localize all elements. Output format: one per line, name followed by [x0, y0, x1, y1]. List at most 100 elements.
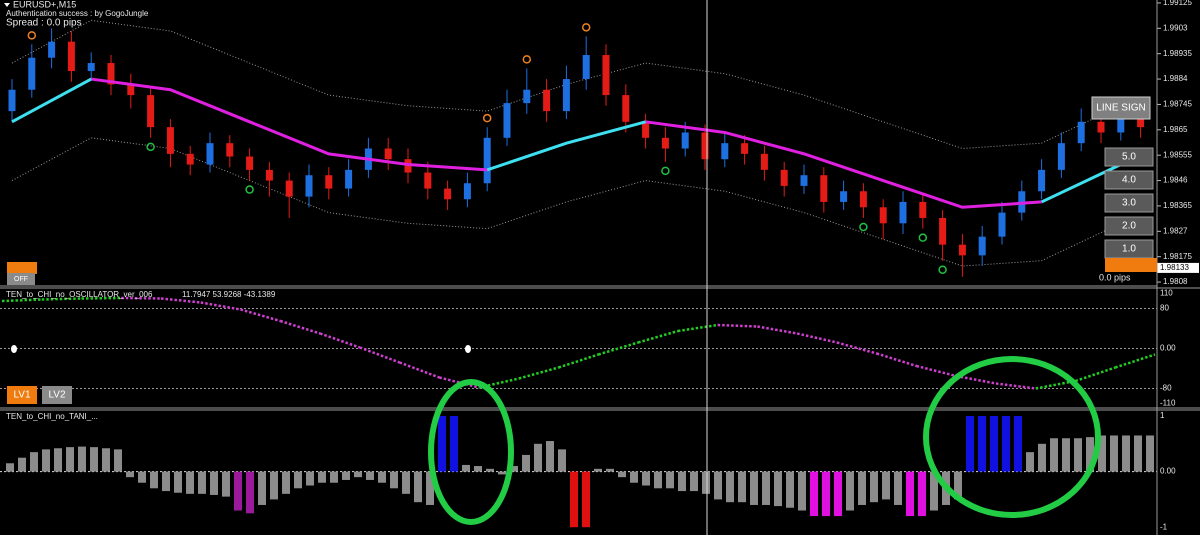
- oscillator-line: [637, 329, 679, 344]
- osc-tick-label: 110: [1160, 289, 1173, 298]
- lot-button[interactable]: 4.0: [1104, 170, 1154, 190]
- candle-body: [879, 207, 887, 224]
- candle-body: [345, 169, 353, 189]
- candle-body: [444, 188, 452, 200]
- histogram-bar: [114, 449, 122, 472]
- lv2-button[interactable]: LV2: [42, 386, 72, 404]
- orange-button[interactable]: [7, 262, 37, 274]
- oscillator-line: [916, 364, 957, 378]
- candle-body: [760, 153, 768, 170]
- oscillator-line: [677, 323, 718, 333]
- histogram-bar: [510, 466, 518, 472]
- candle-body: [1137, 116, 1145, 128]
- histogram-bar: [966, 416, 974, 472]
- histogram-bar: [582, 471, 590, 528]
- histogram-bar: [174, 471, 182, 493]
- tani-tick-label: 1: [1160, 411, 1165, 420]
- signal-low: [859, 222, 868, 232]
- histogram-bar: [186, 471, 194, 494]
- candle-body: [503, 103, 511, 138]
- candle-body: [424, 172, 432, 189]
- histogram-bar: [894, 471, 902, 505]
- oscillator-line: [598, 341, 639, 356]
- orange-button[interactable]: [1105, 258, 1157, 272]
- histogram-bar: [90, 447, 98, 472]
- histogram-bar: [750, 471, 758, 505]
- histogram-bar: [198, 471, 206, 494]
- lot-button[interactable]: 2.0: [1104, 216, 1154, 236]
- price-tick-label: 1.9865: [1163, 125, 1188, 134]
- candle-body: [48, 41, 56, 58]
- histogram-bar: [162, 471, 170, 492]
- candle-body: [67, 41, 75, 72]
- button-label: 4.0: [1122, 175, 1136, 186]
- candle-body: [305, 175, 313, 197]
- off-button[interactable]: OFF: [7, 273, 35, 285]
- lot-button[interactable]: 1.0: [1104, 239, 1154, 259]
- price-tick-label: 1.99125: [1163, 0, 1192, 7]
- lot-button[interactable]: 5.0: [1104, 147, 1154, 167]
- oscillator-line: [518, 366, 559, 380]
- price-tick-label: 1.98175: [1163, 252, 1192, 261]
- histogram-bar: [1098, 435, 1106, 472]
- histogram-bar: [282, 471, 290, 494]
- candle-body: [483, 137, 491, 184]
- histogram-bar: [930, 471, 938, 511]
- histogram-bar: [522, 454, 530, 472]
- histogram-bar: [726, 471, 734, 503]
- price-tick-label: 1.98935: [1163, 49, 1192, 58]
- histogram-bar: [42, 449, 50, 472]
- histogram-bar: [450, 416, 458, 472]
- oscillator-line: [160, 297, 201, 304]
- dropdown-icon[interactable]: [4, 3, 10, 7]
- histogram-bar: [918, 471, 926, 517]
- price-tick-label: 1.9884: [1163, 74, 1188, 83]
- candle-body: [523, 89, 531, 104]
- line-sign-button[interactable]: LINE SIGN: [1091, 96, 1151, 120]
- oscillator-line: [200, 301, 241, 311]
- candle-body: [701, 132, 709, 160]
- price-tick-label: 1.9903: [1163, 23, 1188, 32]
- candle-body: [8, 89, 16, 112]
- signal-high: [482, 113, 492, 123]
- histogram-bar: [1062, 438, 1070, 472]
- candle-body: [226, 143, 234, 157]
- histogram-bar: [138, 471, 146, 483]
- button-label: 5.0: [1122, 152, 1136, 163]
- button-label: LV1: [13, 390, 30, 401]
- histogram-bar: [342, 471, 350, 480]
- histogram-bar: [798, 471, 806, 511]
- tani-tick-label: -1: [1160, 522, 1168, 531]
- candle-body: [899, 201, 907, 224]
- histogram-bar: [366, 471, 374, 480]
- histogram-bar: [498, 471, 506, 475]
- histogram-bar: [810, 471, 818, 517]
- histogram-bar: [402, 471, 410, 494]
- histogram-bar: [714, 471, 722, 500]
- histogram-bar: [858, 471, 866, 505]
- lot-button[interactable]: 3.0: [1104, 193, 1154, 213]
- candle-body: [681, 132, 689, 149]
- histogram-bar: [822, 471, 830, 517]
- candle-body: [384, 148, 392, 160]
- histogram-bar: [594, 468, 602, 472]
- current-price-label: 1.98133: [1160, 263, 1189, 272]
- histogram-bar: [18, 457, 26, 472]
- osc-tick-label: -110: [1160, 399, 1176, 408]
- button-bg: [1104, 147, 1154, 167]
- lv1-button[interactable]: LV1: [7, 386, 37, 404]
- histogram-bar: [1122, 435, 1130, 472]
- marker: [465, 345, 471, 353]
- candle-body: [859, 191, 867, 208]
- oscillator-line: [121, 296, 162, 300]
- oscillator-line: [796, 332, 838, 344]
- candle-body: [285, 180, 293, 197]
- band-upper: [11, 19, 1122, 150]
- histogram-bar: [270, 471, 278, 500]
- signal-low: [661, 166, 670, 176]
- price-tick-label: 1.9808: [1163, 277, 1188, 286]
- candle-body: [28, 57, 36, 90]
- price-tick-label: 1.9827: [1163, 226, 1188, 235]
- candle-body: [1038, 169, 1046, 192]
